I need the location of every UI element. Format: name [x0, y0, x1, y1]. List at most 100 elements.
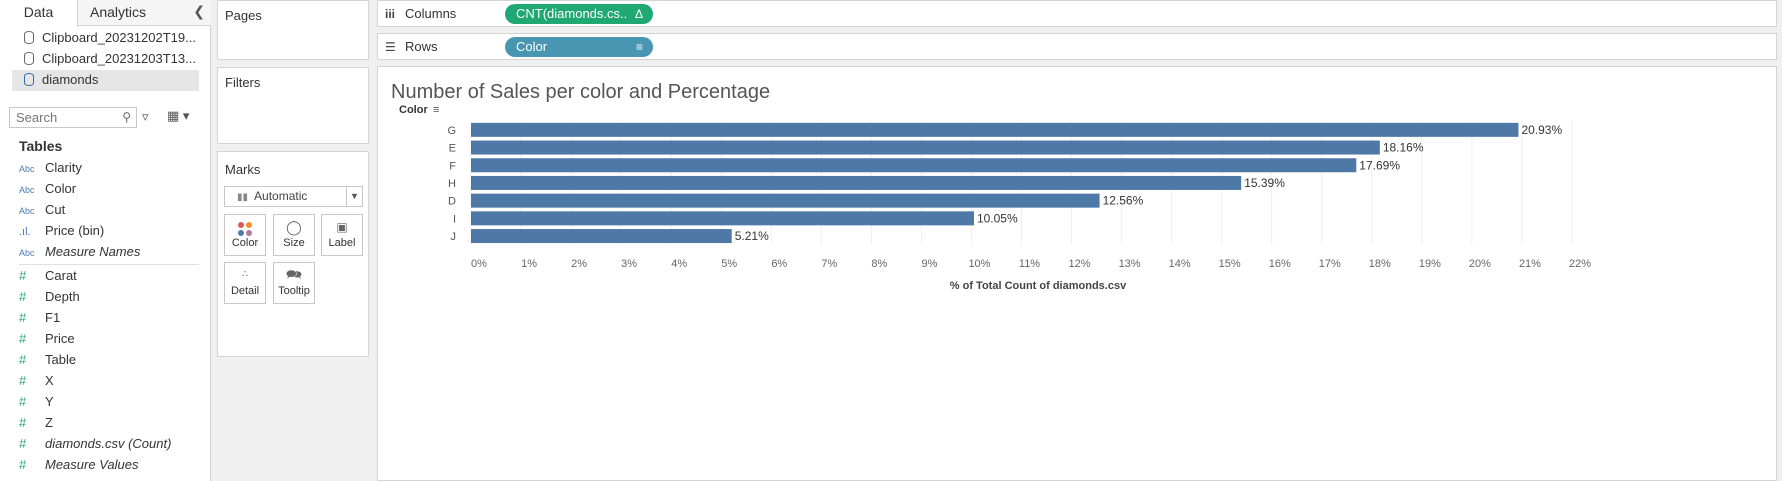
field-price[interactable]: # Price [19, 329, 75, 349]
color-button[interactable]: Color [224, 214, 266, 256]
field-label: X [45, 373, 54, 388]
number-type-icon: # [19, 436, 27, 451]
data-pane: Data Analytics ❮ Clipboard_20231202T19..… [0, 0, 211, 481]
category-label: H [448, 178, 456, 190]
string-type-icon: Abc [19, 248, 35, 258]
number-type-icon: # [19, 415, 27, 430]
field-label: diamonds.csv (Count) [45, 436, 172, 451]
field-label: Measure Names [45, 244, 141, 259]
filters-title: Filters [225, 75, 261, 90]
sort-icon: ≡ [433, 104, 439, 116]
field-color[interactable]: Abc Color [19, 179, 76, 199]
number-type-icon: # [19, 352, 27, 367]
field-clarity[interactable]: Abc Clarity [19, 158, 82, 178]
mark-type-select[interactable]: ▮▮ Automatic ▼ [224, 186, 363, 207]
sort-descending-icon: ≡ [635, 40, 643, 54]
number-type-icon: # [19, 310, 27, 325]
bin-type-icon: .ıl. [19, 226, 31, 238]
rows-icon: ☰ [385, 40, 396, 54]
rows-shelf[interactable]: ☰ Rows Color ≡ [377, 33, 1777, 60]
label-text-icon: ▣ [336, 220, 348, 234]
field-price-bin[interactable]: .ıl. Price (bin) [19, 221, 104, 241]
x-tick-label: 8% [871, 258, 887, 270]
field-label: Y [45, 394, 54, 409]
pane-tabs: Data Analytics ❮ [0, 0, 211, 27]
field-label: Depth [45, 289, 80, 304]
data-source-item[interactable]: Clipboard_20231203T13... [12, 49, 199, 70]
database-icon [24, 73, 34, 86]
x-tick-label: 2% [571, 258, 587, 270]
number-type-icon: # [19, 268, 27, 283]
tooltip-button-label: Tooltip [278, 285, 310, 297]
filter-icon[interactable]: ▿ [142, 109, 149, 124]
columns-pill-text: CNT(diamonds.cs.. [516, 6, 628, 21]
bar-chart: Color ≡ G 20.93% E 18.16% F 17.69% H 15.39% D 12.56… [399, 104, 1591, 292]
database-icon [24, 31, 34, 44]
field-label: Measure Values [45, 457, 139, 472]
field-label: Cut [45, 202, 66, 217]
x-tick-label: 19% [1419, 258, 1441, 270]
field-label: Z [45, 415, 53, 430]
detail-dots-icon: ∴ [241, 269, 249, 280]
rows-shelf-label: ☰ Rows [385, 39, 438, 54]
number-type-icon: # [19, 289, 27, 304]
field-measure-names[interactable]: Abc Measure Names [19, 242, 140, 262]
tab-analytics[interactable]: Analytics [89, 4, 147, 20]
chevron-left-icon[interactable]: ❮ [193, 3, 205, 19]
search-icon[interactable]: ⚲ [122, 110, 131, 124]
field-carat[interactable]: # Carat [19, 266, 77, 286]
filters-card[interactable]: Filters [217, 67, 369, 144]
rows-pill[interactable]: Color ≡ [505, 37, 653, 57]
field-z[interactable]: # Z [19, 413, 53, 433]
bar [471, 122, 1519, 137]
tables-heading: Tables [19, 138, 63, 154]
columns-icon: iii [385, 7, 396, 21]
columns-label-text: Columns [405, 6, 457, 21]
field-table[interactable]: # Table [19, 350, 76, 370]
data-source-name: Clipboard_20231202T19... [42, 30, 196, 45]
label-button[interactable]: ▣ Label [321, 214, 363, 256]
view-options-icon[interactable]: ▦ ▾ [167, 108, 190, 123]
detail-button[interactable]: ∴ Detail [224, 262, 266, 304]
data-label: 15.39% [1244, 176, 1285, 190]
x-tick-label: 21% [1519, 258, 1541, 270]
columns-pill[interactable]: CNT(diamonds.cs.. Δ [505, 4, 653, 24]
tab-data[interactable]: Data [0, 0, 78, 27]
field-label: F1 [45, 310, 61, 325]
search-input[interactable] [10, 108, 110, 127]
columns-shelf[interactable]: iii Columns CNT(diamonds.cs.. Δ [377, 0, 1777, 27]
data-source-item-selected[interactable]: diamonds [12, 70, 199, 91]
field-label: Table [45, 352, 77, 367]
field-label: Clarity [45, 160, 82, 175]
x-tick-label: 1% [521, 258, 537, 270]
row-header-label: Color [399, 104, 428, 116]
rows-pill-text: Color [516, 39, 548, 54]
color-dots-icon [225, 215, 265, 237]
chart-title: Number of Sales per color and Percentage [391, 81, 771, 103]
field-y[interactable]: # Y [19, 392, 54, 412]
data-source-item[interactable]: Clipboard_20231202T19... [12, 28, 199, 49]
field-x[interactable]: # X [19, 371, 54, 391]
size-button[interactable]: ◯ Size [273, 214, 315, 256]
x-tick-label: 11% [1019, 258, 1040, 270]
pages-card[interactable]: Pages [217, 0, 369, 60]
field-depth[interactable]: # Depth [19, 287, 80, 307]
x-tick-label: 4% [671, 258, 687, 270]
rows-label-text: Rows [405, 39, 438, 54]
color-button-label: Color [231, 237, 259, 249]
field-measure-values[interactable]: # Measure Values [19, 455, 138, 475]
tooltip-bubble-icon: 🗪 [285, 267, 303, 282]
mark-type-value: Automatic [254, 189, 308, 203]
x-tick-label: 14% [1169, 258, 1191, 270]
bar [471, 211, 974, 226]
field-diamonds-count[interactable]: # diamonds.csv (Count) [19, 434, 171, 454]
detail-button-label: Detail [230, 285, 260, 297]
string-type-icon: Abc [19, 164, 35, 174]
tooltip-button[interactable]: 🗪 Tooltip [273, 262, 315, 304]
field-cut[interactable]: Abc Cut [19, 200, 65, 220]
field-f1[interactable]: # F1 [19, 308, 60, 328]
chevron-down-icon[interactable]: ▼ [346, 187, 362, 206]
category-label: F [449, 160, 456, 172]
database-icon [24, 52, 34, 65]
x-tick-label: 10% [968, 258, 990, 270]
